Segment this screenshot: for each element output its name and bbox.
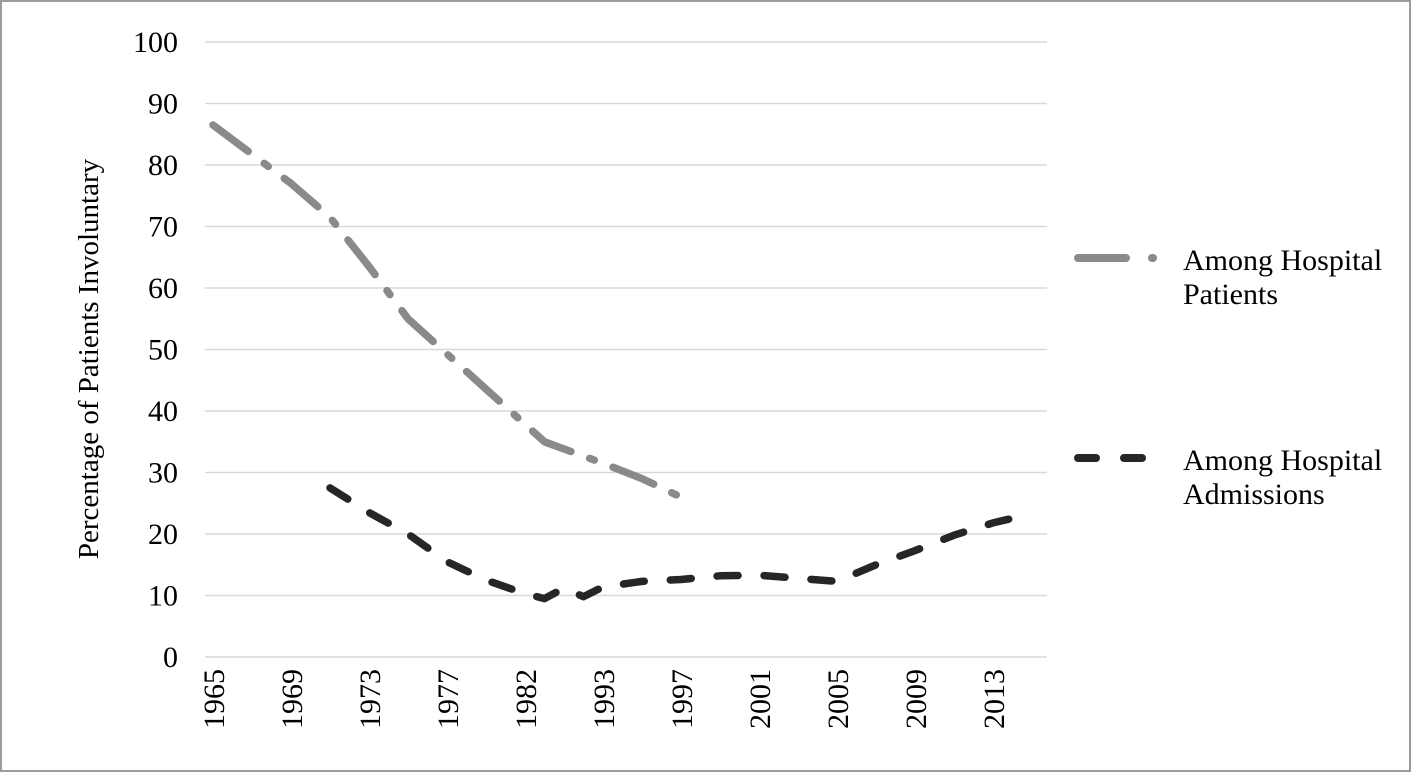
admissions-dashed-line-icon (1074, 454, 1168, 462)
y-tick-label: 20 (148, 518, 178, 551)
legend-label-admissions: Among Hospital Admissions (1183, 444, 1383, 511)
x-tick-label: 2001 (744, 669, 777, 729)
x-tick-label: 1977 (432, 669, 465, 729)
x-tick-label: 2009 (900, 669, 933, 729)
y-tick-label: 80 (148, 149, 178, 182)
legend-entry-patients: Among Hospital Patients (1074, 236, 1409, 311)
x-tick-label: 1982 (510, 669, 543, 729)
legend-entry-admissions: Among Hospital Admissions (1074, 436, 1409, 511)
y-tick-label: 70 (148, 211, 178, 244)
series-line-0 (209, 121, 685, 501)
x-tick-label: 1969 (276, 669, 309, 729)
patients-dash-dot-line-icon (1074, 254, 1168, 262)
y-axis-tick-labels: 0 10 20 30 40 50 60 70 80 90 100 (133, 26, 178, 674)
y-axis-title: Percentage of Patients Involuntary (73, 158, 105, 559)
y-tick-label: 60 (148, 272, 178, 305)
legend-label-patients: Among Hospital Patients (1183, 244, 1383, 311)
x-tick-label: 2005 (822, 669, 855, 729)
y-tick-label: 30 (148, 457, 178, 490)
x-tick-label: 2013 (978, 669, 1011, 729)
y-tick-label: 40 (148, 395, 178, 428)
x-tick-label: 1973 (354, 669, 387, 729)
y-tick-label: 90 (148, 88, 178, 121)
x-tick-label: 1965 (198, 669, 231, 729)
y-tick-label: 10 (148, 580, 178, 613)
x-tick-label: 1997 (666, 669, 699, 729)
gridlines (205, 41, 1047, 658)
x-tick-label: 1993 (588, 669, 621, 729)
series-line-1 (326, 484, 1036, 603)
y-tick-label: 100 (133, 26, 178, 59)
y-tick-label: 0 (163, 641, 178, 674)
y-tick-label: 50 (148, 334, 178, 367)
x-axis-tick-labels: 1965 1969 1973 1977 1982 1993 1997 2001 2005 2009… (198, 669, 1011, 729)
data-series-lines (209, 121, 1036, 603)
